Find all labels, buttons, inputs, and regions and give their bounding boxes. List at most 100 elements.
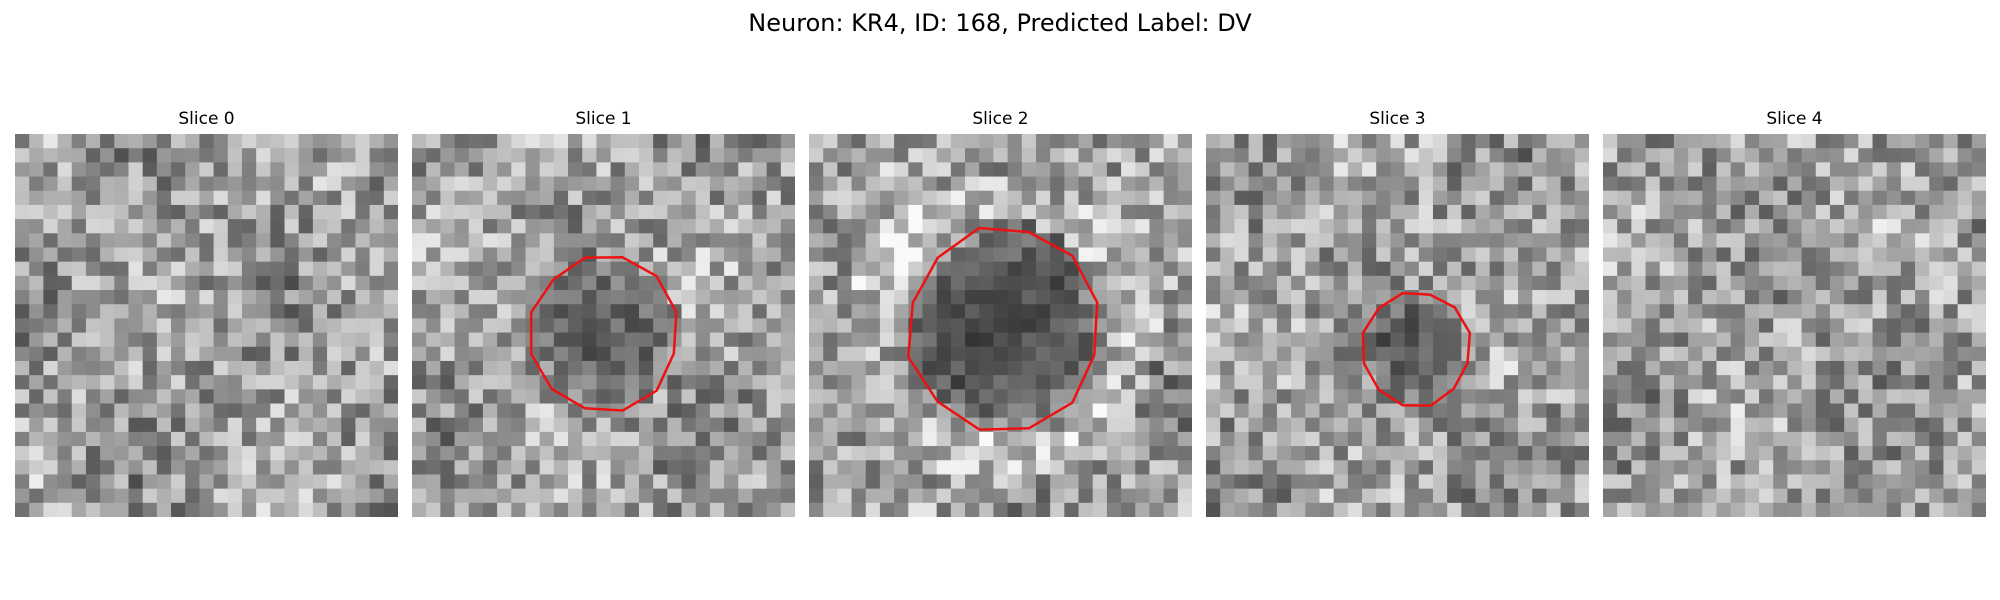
image-pixel — [426, 375, 441, 390]
image-pixel — [596, 290, 612, 305]
image-pixel — [553, 502, 569, 517]
image-pixel — [29, 460, 44, 475]
image-pixel — [1773, 502, 1788, 517]
image-pixel — [1631, 346, 1647, 362]
image-pixel — [1262, 134, 1278, 149]
image-pixel — [865, 460, 881, 475]
image-pixel — [610, 417, 626, 433]
image-pixel — [355, 488, 371, 504]
image-pixel — [1617, 176, 1632, 192]
image-pixel — [1121, 247, 1136, 263]
image-pixel — [171, 233, 186, 248]
image-pixel — [1560, 318, 1576, 334]
image-pixel — [1872, 360, 1888, 376]
image-pixel — [1759, 162, 1774, 178]
image-pixel — [1929, 389, 1944, 405]
image-pixel — [1617, 162, 1632, 178]
image-pixel — [1546, 446, 1562, 461]
image-pixel — [1078, 502, 1094, 517]
image-pixel — [482, 275, 498, 291]
image-pixel — [1560, 460, 1576, 475]
image-pixel — [29, 332, 44, 348]
image-pixel — [525, 318, 541, 334]
image-pixel — [100, 403, 115, 419]
image-pixel — [1305, 162, 1320, 178]
image-pixel — [1447, 431, 1462, 447]
image-pixel — [199, 431, 215, 447]
image-pixel — [1631, 502, 1647, 517]
image-pixel — [1248, 417, 1264, 433]
image-pixel — [15, 431, 30, 447]
image-pixel — [468, 488, 484, 504]
image-pixel — [1929, 417, 1944, 433]
image-pixel — [922, 290, 938, 305]
image-pixel — [724, 318, 739, 334]
image-pixel — [1801, 403, 1817, 419]
image-pixel — [965, 332, 980, 348]
image-pixel — [1050, 247, 1065, 263]
image-pixel — [724, 389, 739, 405]
image-pixel — [894, 360, 909, 376]
image-pixel — [1957, 233, 1973, 248]
image-pixel — [752, 346, 768, 362]
image-pixel — [1007, 502, 1023, 517]
image-pixel — [568, 190, 583, 206]
image-pixel — [950, 261, 966, 277]
image-pixel — [185, 502, 200, 517]
image-pixel — [1603, 247, 1618, 263]
image-pixel — [1773, 204, 1788, 220]
image-pixel — [936, 304, 952, 319]
image-pixel — [468, 148, 484, 163]
image-pixel — [1064, 190, 1080, 206]
image-pixel — [1248, 460, 1264, 475]
image-pixel — [227, 403, 243, 419]
image-pixel — [667, 134, 683, 149]
image-pixel — [1376, 403, 1391, 419]
image-pixel — [1447, 190, 1462, 206]
image-pixel — [1631, 247, 1647, 263]
image-pixel — [1064, 502, 1080, 517]
image-pixel — [653, 474, 668, 490]
image-pixel — [1347, 148, 1363, 163]
image-pixel — [766, 261, 782, 277]
image-pixel — [1262, 474, 1278, 490]
image-pixel — [610, 502, 626, 517]
image-pixel — [1319, 148, 1335, 163]
image-pixel — [270, 431, 286, 447]
image-pixel — [1900, 403, 1916, 419]
image-pixel — [270, 204, 286, 220]
image-pixel — [539, 502, 555, 517]
image-pixel — [894, 176, 909, 192]
image-pixel — [213, 403, 229, 419]
image-pixel — [638, 474, 654, 490]
image-pixel — [213, 474, 229, 490]
image-pixel — [142, 403, 158, 419]
image-pixel — [1673, 204, 1689, 220]
image-pixel — [1291, 488, 1306, 504]
image-pixel — [1915, 148, 1930, 163]
image-pixel — [879, 318, 895, 334]
image-pixel — [653, 318, 668, 334]
image-pixel — [1574, 431, 1589, 447]
image-pixel — [1546, 431, 1562, 447]
image-pixel — [780, 403, 795, 419]
image-pixel — [29, 417, 44, 433]
image-pixel — [1716, 134, 1732, 149]
image-pixel — [1829, 304, 1845, 319]
image-pixel — [1376, 275, 1391, 291]
image-pixel — [1688, 460, 1703, 475]
image-pixel — [1645, 488, 1661, 504]
image-pixel — [1503, 474, 1519, 490]
image-pixel — [582, 332, 597, 348]
image-pixel — [355, 275, 371, 291]
image-pixel — [341, 474, 356, 490]
image-pixel — [1489, 233, 1505, 248]
image-pixel — [1659, 261, 1675, 277]
image-pixel — [837, 176, 853, 192]
image-pixel — [1248, 275, 1264, 291]
image-pixel — [241, 148, 257, 163]
image-pixel — [355, 474, 371, 490]
image-pixel — [638, 488, 654, 504]
image-pixel — [1688, 190, 1703, 206]
image-pixel — [582, 162, 597, 178]
